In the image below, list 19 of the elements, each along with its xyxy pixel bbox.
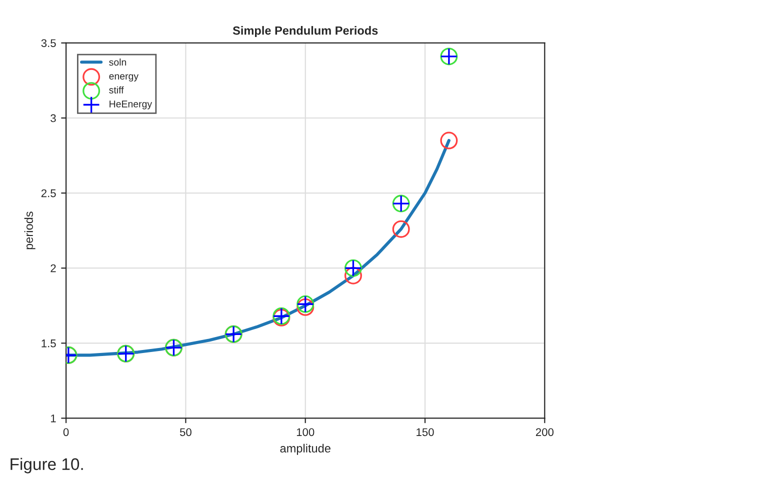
y-tick-label: 2: [50, 264, 56, 272]
y-tick-label: 2.5: [41, 189, 56, 198]
x-tick-label: 150: [416, 428, 434, 436]
y-tick-label: 1.5: [42, 340, 56, 348]
chart-title: Simple Pendulum Periods: [232, 26, 378, 38]
legend-label: energy: [109, 74, 139, 82]
y-axis-title: periods: [24, 212, 36, 250]
y-tick-label: 1: [50, 414, 56, 422]
y-tick-label: 3: [50, 114, 56, 122]
legend-label: stiff: [109, 86, 124, 94]
x-axis-title: amplitude: [280, 444, 330, 455]
x-tick-label: 200: [536, 428, 554, 436]
caption: Figure 10.: [10, 458, 83, 474]
x-tick-label: 100: [296, 428, 314, 436]
legend-label: HeEnergy: [110, 100, 152, 110]
x-tick-label: 0: [63, 428, 69, 436]
y-tick-label: 3.5: [41, 39, 56, 48]
legend-label: soln: [109, 58, 126, 66]
x-tick-label: 50: [180, 428, 192, 436]
